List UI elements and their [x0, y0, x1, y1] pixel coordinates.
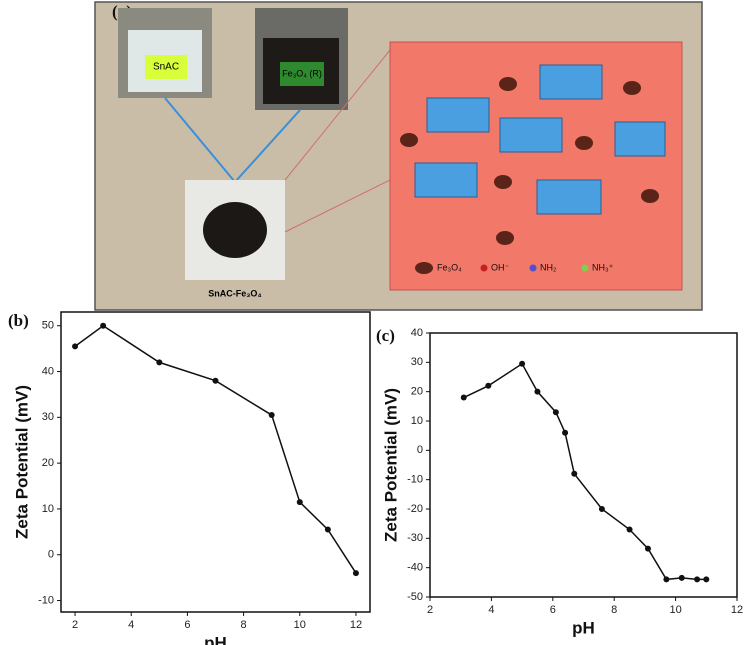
data-point	[324, 526, 331, 533]
data-point	[562, 429, 569, 436]
particle	[623, 81, 641, 95]
y-tick-label: 40	[411, 327, 423, 339]
legend-label: OH⁻	[491, 262, 510, 272]
sheet	[536, 179, 602, 215]
beaker-1-tag	[145, 55, 187, 79]
data-point	[626, 526, 633, 533]
legend-swatch	[480, 264, 488, 272]
x-tick-label: 4	[128, 619, 134, 631]
data-point	[72, 343, 79, 350]
x-axis-label: pH	[204, 633, 227, 645]
data-line	[463, 362, 707, 581]
sheet	[539, 64, 603, 100]
data-point	[156, 359, 163, 366]
data-point	[598, 506, 605, 512]
x-tick-label: 2	[427, 604, 433, 616]
x-axis-label: pH	[572, 618, 595, 637]
y-tick-label: -50	[407, 591, 423, 603]
data-point	[519, 360, 526, 367]
sheet	[614, 121, 666, 157]
beaker-2-tag	[280, 62, 324, 86]
y-tick-label: -20	[407, 503, 423, 515]
legend-label: Fe₃O₄	[437, 262, 462, 272]
x-tick-label: 4	[488, 604, 494, 616]
particle	[400, 133, 418, 147]
data-point	[694, 576, 701, 583]
legend-label: NH₂	[540, 262, 557, 272]
data-point	[534, 388, 541, 395]
legend-swatch	[529, 264, 537, 272]
chart: (b) 2 4 6 8 10 12 -10 0 10 20 30 40 50 pH Zeta Potentia…	[8, 311, 371, 645]
y-axis-label: Zeta Potential (mV)	[12, 385, 31, 539]
y-tick-label: 50	[42, 320, 54, 332]
panel-label: (c)	[376, 326, 395, 345]
data-point	[460, 394, 467, 401]
x-tick-label: 8	[241, 619, 247, 631]
y-tick-label: 10	[411, 415, 423, 427]
y-tick-label: 40	[42, 365, 54, 377]
powder	[203, 202, 267, 258]
data-point	[296, 499, 303, 506]
legend-label: NH₃⁺	[592, 262, 614, 272]
sample-label: Fe₃O₄ (R)	[282, 68, 322, 78]
x-tick-label: 6	[550, 604, 556, 616]
data-point	[100, 322, 107, 329]
x-tick-label: 12	[350, 619, 362, 631]
x-tick-label: 10	[669, 604, 681, 616]
arrow-line	[234, 109, 301, 183]
y-tick-label: 30	[42, 411, 54, 423]
y-axis-label: Zeta Potential (mV)	[381, 388, 400, 542]
data-line	[74, 324, 357, 574]
particle	[575, 136, 593, 150]
panel-a: (a) SnAC Fe₃O₄ (R) SnAC-Fe₃O₄	[94, 1, 703, 311]
data-point	[678, 574, 685, 581]
y-tick-label: 10	[42, 503, 54, 515]
y-tick-label: 30	[411, 356, 423, 368]
sheet	[426, 97, 490, 133]
y-tick-label: 20	[42, 457, 54, 469]
schematic-particles	[400, 77, 659, 245]
y-tick-label: -30	[407, 532, 423, 544]
chart: (c) 2 4 6 8 10 12 -50 -40 -30 -20 -10 0 10 20 30 40 pH Zet…	[376, 326, 743, 638]
arrow-line	[164, 97, 236, 183]
connector-line	[284, 179, 391, 233]
data-point	[552, 409, 559, 416]
data-point	[485, 382, 492, 389]
particle	[641, 189, 659, 203]
data-point	[268, 412, 275, 419]
particle	[496, 231, 514, 245]
y-tick-label: -10	[38, 594, 54, 606]
plot-frame	[60, 311, 371, 613]
data-point	[212, 377, 219, 384]
particle	[499, 77, 517, 91]
particle	[494, 175, 512, 189]
panel-label: (b)	[8, 311, 29, 330]
x-tick-label: 10	[294, 619, 306, 631]
legend-swatch	[415, 262, 433, 274]
data-point	[352, 570, 359, 577]
product-label: SnAC-Fe₃O₄	[208, 288, 261, 298]
x-tick-label: 12	[731, 604, 743, 616]
y-tick-label: 20	[411, 386, 423, 398]
legend-swatch	[581, 264, 589, 272]
x-tick-label: 2	[72, 619, 78, 631]
x-tick-label: 8	[611, 604, 617, 616]
x-tick-label: 6	[184, 619, 190, 631]
sample-label: SnAC	[153, 62, 179, 73]
y-tick-label: 0	[48, 549, 54, 561]
sheet	[414, 162, 478, 198]
connector-line	[284, 49, 391, 181]
y-tick-label: 0	[417, 444, 423, 456]
sheet	[499, 117, 563, 153]
data-point	[663, 576, 670, 583]
plot-frame	[429, 332, 738, 598]
y-tick-label: -40	[407, 562, 423, 574]
data-point	[571, 470, 578, 477]
schematic-sheets	[414, 64, 666, 215]
data-point	[703, 576, 710, 583]
y-tick-label: -10	[407, 474, 423, 486]
data-point	[644, 545, 651, 552]
